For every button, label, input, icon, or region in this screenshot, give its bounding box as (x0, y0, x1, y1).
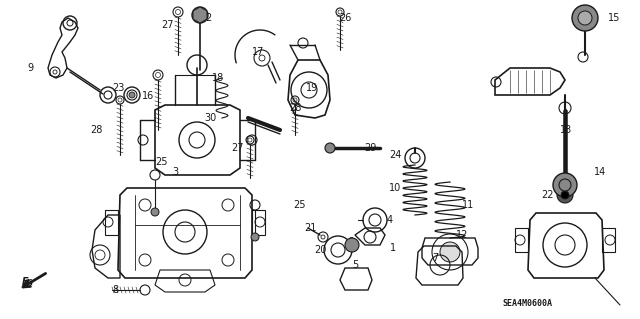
Circle shape (557, 187, 573, 203)
Text: 20: 20 (314, 245, 326, 255)
Text: 6: 6 (347, 237, 353, 247)
Text: 4: 4 (387, 215, 393, 225)
Text: 5: 5 (352, 260, 358, 270)
Text: 10: 10 (389, 183, 401, 193)
Text: 23: 23 (112, 83, 124, 93)
Circle shape (553, 173, 577, 197)
Circle shape (440, 242, 460, 262)
Circle shape (345, 238, 359, 252)
Circle shape (561, 191, 569, 199)
Text: 12: 12 (456, 230, 468, 240)
Text: 18: 18 (212, 73, 224, 83)
Text: 28: 28 (289, 103, 301, 113)
Text: SEA4M0600A: SEA4M0600A (502, 299, 552, 308)
Circle shape (151, 208, 159, 216)
Circle shape (192, 7, 208, 23)
Text: 3: 3 (172, 167, 178, 177)
Circle shape (129, 92, 135, 98)
Text: 1: 1 (390, 243, 396, 253)
Text: 28: 28 (90, 125, 102, 135)
Text: 2: 2 (205, 13, 211, 23)
Text: 27: 27 (232, 143, 244, 153)
Text: 8: 8 (112, 285, 118, 295)
Text: 13: 13 (560, 125, 572, 135)
Circle shape (251, 233, 259, 241)
Text: 17: 17 (252, 47, 264, 57)
Text: 27: 27 (162, 20, 174, 30)
Text: 11: 11 (462, 200, 474, 210)
Text: 22: 22 (541, 190, 554, 200)
Text: 30: 30 (204, 113, 216, 123)
Polygon shape (193, 7, 207, 23)
Circle shape (559, 179, 571, 191)
Text: 16: 16 (142, 91, 154, 101)
Text: 24: 24 (389, 150, 401, 160)
Text: 14: 14 (594, 167, 606, 177)
Circle shape (578, 11, 592, 25)
Text: 21: 21 (304, 223, 316, 233)
Text: 7: 7 (432, 253, 438, 263)
Text: 15: 15 (608, 13, 620, 23)
Circle shape (572, 5, 598, 31)
Text: 29: 29 (364, 143, 376, 153)
Text: Fr.: Fr. (22, 277, 35, 287)
Text: 9: 9 (27, 63, 33, 73)
Text: 25: 25 (156, 157, 168, 167)
Circle shape (325, 143, 335, 153)
Text: 19: 19 (306, 83, 318, 93)
Text: 26: 26 (339, 13, 351, 23)
Text: 25: 25 (294, 200, 307, 210)
